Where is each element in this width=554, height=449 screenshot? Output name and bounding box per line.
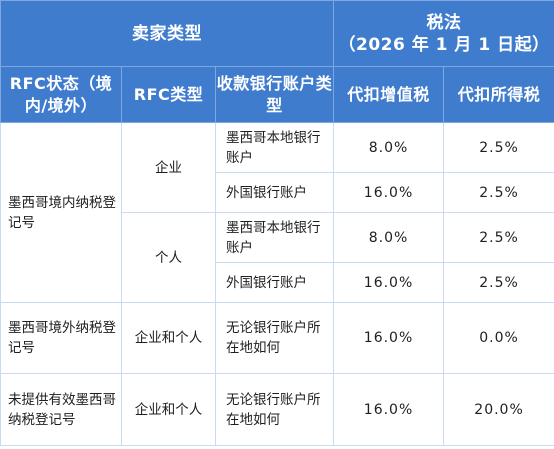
income-tax-cell: 2.5% [443, 262, 554, 303]
rfc-status-cell: 墨西哥境内纳税登记号 [0, 122, 122, 303]
tax-law-header: 税法 （2026 年 1 月 1 日起） [333, 0, 554, 67]
bank-type-cell: 墨西哥本地银行账户 [214, 122, 335, 173]
seller-type-header: 卖家类型 [0, 0, 335, 67]
tax-law-subtitle: （2026 年 1 月 1 日起） [338, 34, 550, 55]
rfc-type-cell: 企业和个人 [121, 302, 216, 374]
col-header-rfc-type: RFC类型 [121, 66, 216, 123]
col-header-withholding-vat: 代扣增值税 [333, 66, 445, 123]
vat-cell: 16.0% [333, 262, 445, 303]
table-row: 墨西哥境外纳税登记号 企业和个人 无论银行账户所在地如何 16.0% 0.0% [0, 302, 554, 374]
rfc-status-cell: 墨西哥境外纳税登记号 [0, 302, 122, 374]
col-header-withholding-income-tax: 代扣所得税 [443, 66, 554, 123]
bank-type-cell: 无论银行账户所在地如何 [214, 373, 335, 446]
table-row: 墨西哥境内纳税登记号 企业 墨西哥本地银行账户 8.0% 2.5% [0, 122, 554, 303]
rfc-status-cell: 未提供有效墨西哥纳税登记号 [0, 373, 122, 446]
vat-cell: 8.0% [333, 212, 445, 263]
tax-law-title: 税法 [426, 12, 462, 33]
income-tax-cell: 2.5% [443, 122, 554, 173]
bank-type-cell: 无论银行账户所在地如何 [214, 302, 335, 374]
income-tax-cell: 2.5% [443, 212, 554, 263]
rfc-type-cell: 企业和个人 [121, 373, 216, 446]
income-tax-cell: 0.0% [443, 302, 554, 374]
bank-type-cell: 墨西哥本地银行账户 [214, 212, 335, 263]
rfc-type-cell: 个人 [121, 212, 216, 303]
vat-cell: 16.0% [333, 172, 445, 213]
table-row: 未提供有效墨西哥纳税登记号 企业和个人 无论银行账户所在地如何 16.0% 20… [0, 373, 554, 446]
col-header-bank-account-type: 收款银行账户类型 [214, 66, 335, 123]
income-tax-cell: 2.5% [443, 172, 554, 213]
bank-type-cell: 外国银行账户 [214, 172, 335, 213]
table-row: 个人 墨西哥本地银行账户 8.0% 2.5% [1, 212, 554, 303]
vat-cell: 16.0% [333, 373, 445, 446]
rfc-type-cell: 企业 [121, 122, 216, 213]
col-header-rfc-status: RFC状态（境内/境外） [0, 66, 122, 123]
vat-cell: 16.0% [333, 302, 445, 374]
vat-cell: 8.0% [333, 122, 445, 173]
bank-type-cell: 外国银行账户 [214, 262, 335, 303]
income-tax-cell: 20.0% [443, 373, 554, 446]
